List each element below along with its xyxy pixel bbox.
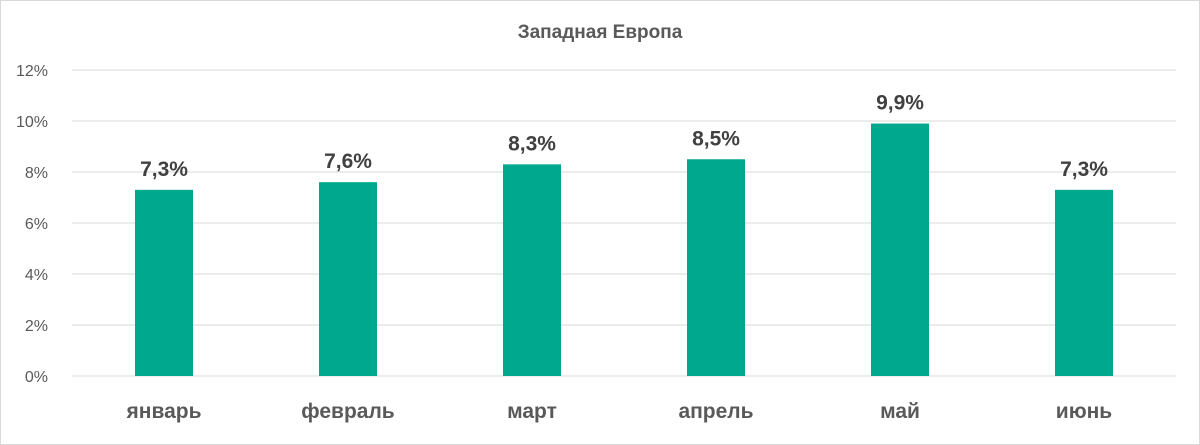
y-tick-label: 8%	[25, 165, 48, 182]
y-tick-label: 0%	[25, 369, 48, 386]
bar	[871, 123, 929, 376]
x-tick-label: март	[507, 400, 557, 423]
bar	[319, 182, 377, 376]
x-tick-label: июнь	[1056, 400, 1113, 423]
y-tick-label: 2%	[25, 318, 48, 335]
x-tick-label: февраль	[301, 400, 395, 423]
data-label: 7,6%	[324, 150, 372, 173]
bar	[1055, 189, 1113, 376]
x-tick-label: апрель	[678, 400, 753, 423]
x-tick-label: январь	[126, 400, 202, 423]
bars	[135, 123, 1113, 376]
x-axis-ticks: январь февраль март апрель май июнь	[126, 400, 1113, 423]
bar	[503, 164, 561, 376]
y-axis-ticks: 0% 2% 4% 6% 8% 10% 12%	[16, 63, 48, 386]
x-tick-label: май	[880, 400, 920, 423]
data-label: 7,3%	[140, 158, 188, 181]
bar	[687, 159, 745, 376]
y-tick-label: 6%	[25, 216, 48, 233]
data-label: 9,9%	[876, 92, 924, 115]
data-label: 8,5%	[692, 127, 740, 150]
y-tick-label: 12%	[16, 63, 48, 80]
data-label: 7,3%	[1060, 158, 1108, 181]
data-label: 8,3%	[508, 132, 556, 155]
bar	[135, 189, 193, 376]
y-tick-label: 4%	[25, 267, 48, 284]
data-labels: 7,3% 7,6% 8,3% 8,5% 9,9% 7,3%	[140, 92, 1108, 181]
chart-title: Западная Европа	[518, 22, 683, 43]
y-tick-label: 10%	[16, 114, 48, 131]
gridlines	[72, 69, 1176, 377]
